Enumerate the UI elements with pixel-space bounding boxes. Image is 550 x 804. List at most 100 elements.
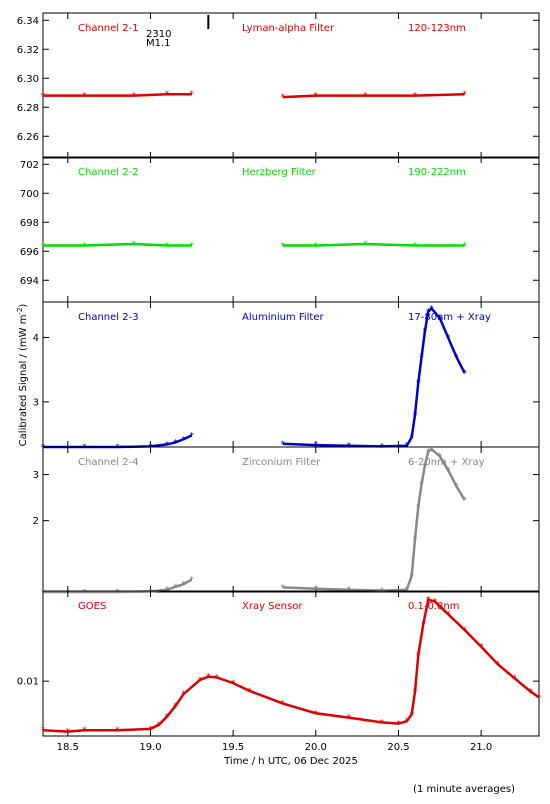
y-tick-label: 3 (33, 397, 39, 408)
data-point: * (479, 643, 484, 653)
data-point: * (41, 92, 46, 102)
data-point: * (462, 241, 467, 251)
data-point: * (314, 241, 319, 251)
x-tick-label: 20.0 (305, 742, 327, 753)
y-tick-label: 700 (20, 189, 39, 200)
y-tick-label: 2 (33, 516, 39, 527)
data-point: * (82, 443, 87, 453)
data-point: * (173, 583, 178, 593)
y-tick-label: 4 (33, 333, 39, 344)
data-point: * (363, 92, 368, 102)
x-axis-label: Time / h UTC, 06 Dec 2025 (223, 756, 358, 767)
data-point: * (462, 496, 467, 506)
data-point: * (446, 610, 451, 620)
data-point: * (528, 688, 533, 698)
data-point: * (181, 690, 186, 700)
data-point: * (165, 90, 170, 100)
y-tick-label: 3 (33, 470, 39, 481)
series-line (42, 598, 540, 733)
data-point: * (419, 480, 424, 490)
panel-frame (42, 156, 540, 303)
data-point: * (423, 461, 428, 471)
data-point: * (280, 583, 285, 593)
y-axis-label: Calibrated Signal / (mW m-2) (16, 304, 29, 447)
data-point: * (280, 699, 285, 709)
data-point: * (82, 588, 87, 598)
y-tick-label: 6.30 (17, 74, 39, 85)
series-line (282, 242, 465, 247)
panel-frame (42, 446, 540, 593)
y-tick-label: 702 (20, 160, 39, 171)
data-point: * (409, 710, 414, 720)
data-point: * (413, 535, 418, 545)
data-point: * (429, 445, 434, 455)
data-point: * (413, 688, 418, 698)
data-point: * (148, 725, 153, 735)
data-point: * (537, 693, 542, 703)
data-point: * (426, 448, 431, 458)
data-point: * (280, 241, 285, 251)
series-line (43, 92, 192, 97)
data-point: * (206, 673, 211, 683)
filter-label: Aluminium Filter (242, 312, 325, 323)
panel-frame (42, 590, 540, 737)
data-point: * (82, 726, 87, 736)
data-point: * (82, 241, 87, 251)
series-line (282, 447, 466, 592)
filter-label: Xray Sensor (242, 601, 303, 612)
footnote: (1 minute averages) (413, 784, 515, 795)
channel-label: Channel 2-3 (78, 312, 139, 323)
data-point: * (413, 241, 418, 251)
data-point: * (380, 587, 385, 597)
data-point: * (454, 353, 459, 363)
band-label: 120-123nm (408, 23, 466, 34)
data-point: * (347, 714, 352, 724)
data-point: * (314, 585, 319, 595)
band-label: 190-222nm (408, 167, 466, 178)
data-point: * (413, 411, 418, 421)
data-point: * (173, 438, 178, 448)
channel-label: GOES (78, 601, 106, 612)
data-point: * (41, 241, 46, 251)
data-point: * (462, 90, 467, 100)
data-point: * (314, 709, 319, 719)
y-tick-label: 6.28 (17, 103, 39, 114)
y-tick-label: 6.32 (17, 45, 39, 56)
data-point: * (416, 651, 421, 661)
data-point: * (409, 433, 414, 443)
data-point: * (280, 440, 285, 450)
flare-class-label: M1.1 (146, 38, 171, 49)
y-tick-label: 694 (20, 276, 39, 287)
data-point: * (165, 241, 170, 251)
band-label: 0.1-0.8nm (408, 601, 460, 612)
data-point: * (462, 369, 467, 379)
data-point: * (426, 596, 431, 606)
x-tick-label: 20.5 (387, 742, 409, 753)
data-point: * (247, 687, 252, 697)
x-tick-label: 19.0 (139, 742, 161, 753)
y-tick-label: 6.34 (17, 16, 39, 27)
data-point: * (190, 90, 195, 100)
data-point: * (462, 626, 467, 636)
data-point: * (115, 443, 120, 453)
data-point: * (396, 720, 401, 730)
data-point: * (132, 92, 137, 102)
y-tick-label: 6.26 (17, 132, 39, 143)
data-point: * (409, 572, 414, 582)
panel-frame (42, 12, 540, 159)
data-point: * (446, 333, 451, 343)
data-point: * (173, 702, 178, 712)
data-point: * (190, 431, 195, 441)
data-point: * (115, 726, 120, 736)
data-point: * (66, 728, 71, 738)
data-point: * (416, 379, 421, 389)
data-point: * (404, 717, 409, 727)
channel-label: Channel 2-4 (78, 457, 139, 468)
data-point: * (214, 673, 219, 683)
data-point: * (419, 353, 424, 363)
data-point: * (454, 482, 459, 492)
band-label: 6-20nm + Xray (408, 457, 485, 468)
series-line (282, 306, 466, 448)
